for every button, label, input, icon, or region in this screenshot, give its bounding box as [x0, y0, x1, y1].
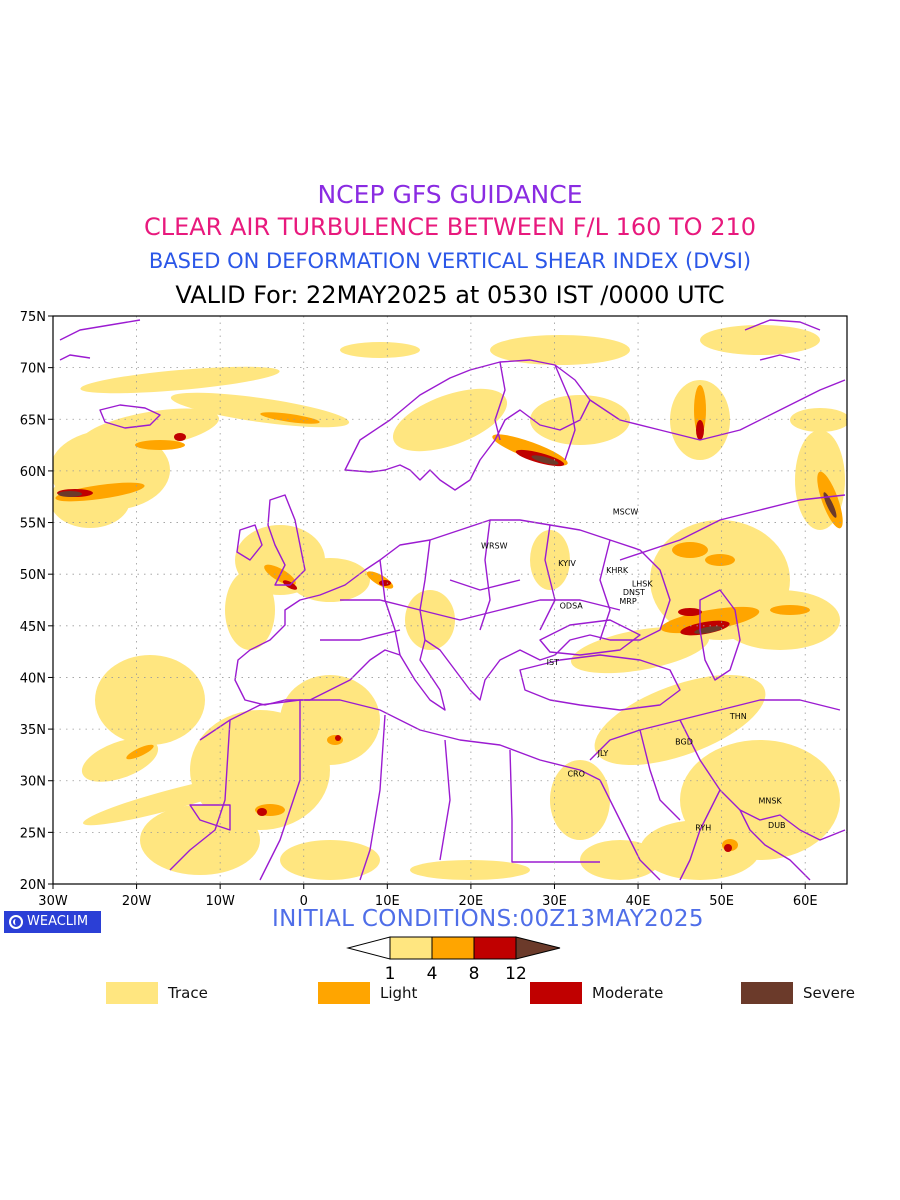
y-tick-label: 40N: [20, 671, 46, 686]
y-tick-label: 50N: [20, 568, 46, 583]
legend-label: Severe: [803, 984, 855, 1002]
valid-time: VALID For: 22MAY2025 at 0530 IST /0000 U…: [175, 281, 725, 309]
y-tick-label: 25N: [20, 826, 46, 841]
colorbar-tick-label: 1: [385, 964, 396, 984]
y-tick-label: 20N: [20, 878, 46, 893]
colorbar-high-arrow: [515, 936, 561, 960]
chart-title: NCEP GFS GUIDANCE: [317, 180, 583, 209]
legend-severe: Severe: [741, 982, 855, 1004]
y-tick-label: 75N: [20, 310, 46, 325]
map-plot-area: [53, 316, 847, 884]
legend-swatch: [741, 982, 793, 1004]
y-tick-label: 70N: [20, 362, 46, 377]
legend-label: Moderate: [592, 984, 664, 1002]
city-label-lhsk: LHSK: [632, 580, 654, 589]
y-tick-label: 55N: [20, 517, 46, 532]
x-tick-label: 10E: [375, 894, 400, 909]
y-tick-label: 30N: [20, 775, 46, 790]
lat-lon-grid: [53, 316, 847, 884]
legend-light: Light: [318, 982, 417, 1004]
city-label-ist: IST: [547, 658, 559, 667]
city-label-cro: CRO: [567, 770, 584, 779]
x-tick-label: 20E: [459, 894, 484, 909]
legend-swatch: [318, 982, 370, 1004]
city-label-thn: THN: [729, 712, 747, 721]
colorbar-segment: [389, 936, 433, 960]
city-label-bgd: BGD: [675, 738, 693, 747]
intensity-colorbar: 1 4 8 12: [346, 936, 561, 984]
y-tick-label: 35N: [20, 723, 46, 738]
x-tick-label: 0: [300, 894, 308, 909]
city-label-mrp: MRP: [619, 597, 636, 606]
colorbar-tick-label: 12: [505, 964, 527, 984]
city-label-khrk: KHRK: [606, 566, 629, 575]
y-tick-label: 60N: [20, 465, 46, 480]
chart-method: BASED ON DEFORMATION VERTICAL SHEAR INDE…: [148, 249, 752, 273]
colorbar-segment: [473, 936, 517, 960]
colorbar-segment: [431, 936, 475, 960]
legend-swatch: [106, 982, 158, 1004]
city-label-dub: DUB: [768, 821, 786, 830]
legend-label: Trace: [168, 984, 208, 1002]
city-label-mscw: MSCW: [613, 507, 639, 516]
legend-label: Light: [380, 984, 418, 1002]
city-label-mnsk: MNSK: [758, 796, 782, 805]
legend-moderate: Moderate: [530, 982, 663, 1004]
x-tick-label: 30E: [542, 894, 567, 909]
y-tick-label: 45N: [20, 620, 46, 635]
chart-subtitle: CLEAR AIR TURBULENCE BETWEEN F/L 160 TO …: [143, 213, 757, 241]
x-tick-label: 60E: [793, 894, 818, 909]
y-tick-label: 65N: [20, 413, 46, 428]
country-borders: [59, 319, 846, 881]
colorbar-low-arrow: [346, 936, 391, 960]
city-label-wrsw: WRSW: [481, 541, 508, 550]
city-label-ryh: RYH: [695, 823, 711, 832]
map-frame: [52, 315, 848, 885]
weaclim-badge: WEACLIM: [4, 911, 101, 933]
city-label-odsa: ODSA: [560, 601, 584, 610]
x-tick-label: 30W: [38, 894, 68, 909]
legend-swatch: [530, 982, 582, 1004]
city-label-jly: JLY: [597, 749, 609, 758]
brand-label: WEACLIM: [27, 914, 89, 929]
map-axes: 30W 20W 10W 0 10E 20E 30E 40E 50E 60E 75N 70N 65N 60N…: [20, 310, 818, 909]
x-tick-label: 40E: [626, 894, 651, 909]
legend-trace: Trace: [106, 982, 208, 1004]
colorbar-tick-label: 4: [427, 964, 438, 984]
x-tick-label: 10W: [205, 894, 235, 909]
x-tick-label: 20W: [122, 894, 152, 909]
city-label-kyiv: KYIV: [558, 559, 576, 568]
x-tick-label: 50E: [709, 894, 734, 909]
initial-conditions: INITIAL CONDITIONS:00Z13MAY2025: [272, 906, 704, 932]
severe-turbulence-areas: [58, 455, 837, 634]
weaclim-logo-icon: [9, 915, 23, 929]
city-label-dnst: DNST: [623, 588, 645, 597]
colorbar-tick-label: 8: [469, 964, 480, 984]
